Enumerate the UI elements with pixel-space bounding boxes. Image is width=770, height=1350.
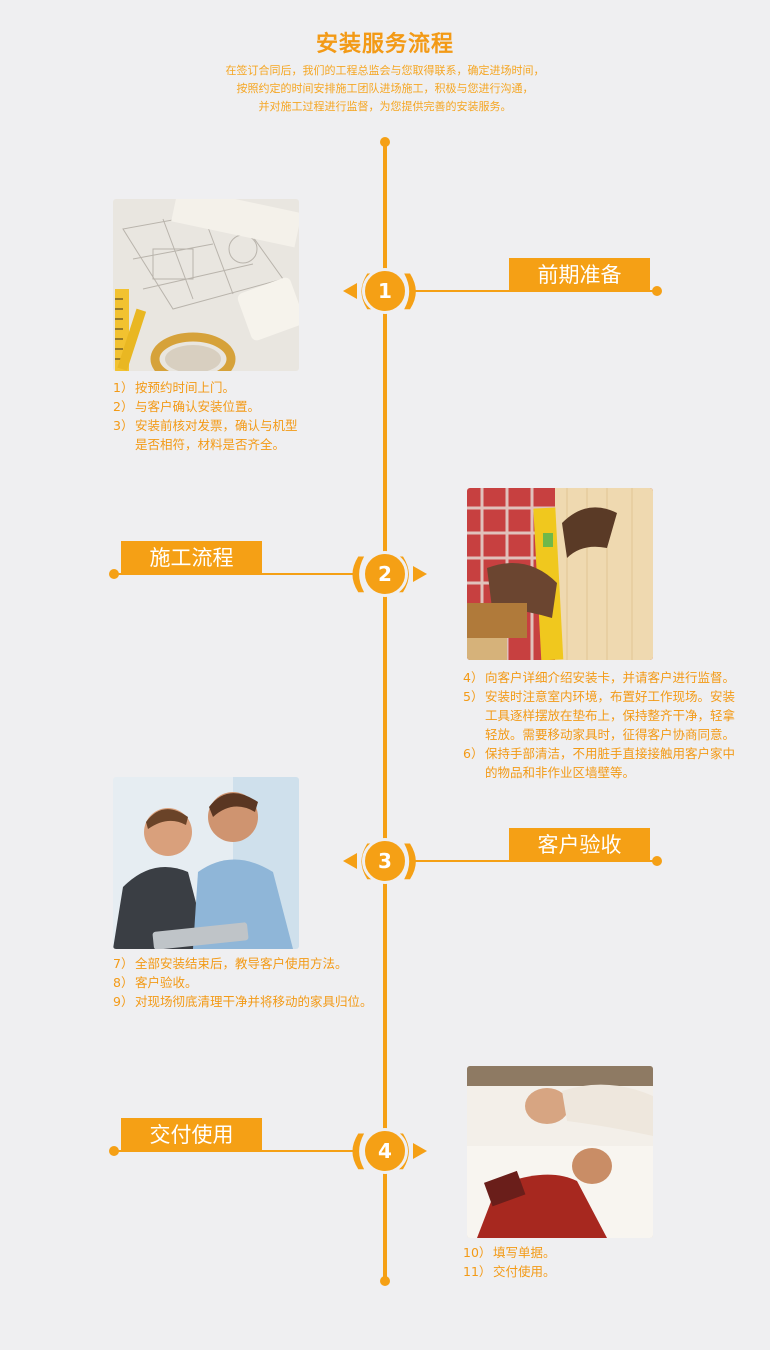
step-item: 9） 对现场彻底清理干净并将移动的家具归位。 [113,994,373,1009]
intro-line: 在签订合同后，我们的工程总监会与您取得联系，确定进场时间， [225,64,545,77]
connector-dot [652,286,662,296]
timeline-end-dot [380,1276,390,1286]
page-title: 安装服务流程 [315,32,454,57]
step-item: 1） 按预约时间上门。 [113,380,236,395]
intro-line: 并对施工过程进行监督，为您提供完善的安装服务。 [258,100,512,113]
step-item: 10） 填写单据。 [463,1245,556,1260]
left-arrow-icon [343,853,357,869]
step-number-badge: 2 [362,551,408,597]
step-item: 6） 保持手部清洁，不用脏手直接接触用客户家中 的物品和非作业区墙壁等。 [463,746,736,780]
connector-dot [652,856,662,866]
step-number-badge: 3 [362,838,408,884]
intro-line: 按照约定的时间安排施工团队进场施工，积极与您进行沟通， [236,82,534,95]
connector-line [114,573,358,575]
intro-text: 在签订合同后，我们的工程总监会与您取得联系，确定进场时间， 按照约定的时间安排施… [0,62,770,116]
step-item: 2） 与客户确认安装位置。 [113,399,261,414]
step-item: 8） 客户验收。 [113,975,198,990]
timeline-start-dot [380,137,390,147]
step-number-badge: 4 [362,1128,408,1174]
couple-relaxing-photo [467,1066,653,1238]
worker-gloves-photo [467,488,653,660]
step-item: 3） 安装前核对发票，确认与机型 是否相符，材料是否齐全。 [113,418,298,452]
stage-label: 客户验收 [509,828,650,862]
step-item: 7） 全部安装结束后，教导客户使用方法。 [113,956,348,971]
stage-label: 前期准备 [509,258,650,292]
stage-3-steps: 7） 全部安装结束后，教导客户使用方法。 8） 客户验收。 9） 对现场彻底清理干净并… [113,954,413,1011]
step-number-badge: 1 [362,268,408,314]
bracket-left: ( [349,1128,368,1174]
stage-label: 施工流程 [121,541,262,575]
connector-line [114,1150,358,1152]
blueprints-photo [113,199,299,371]
right-arrow-icon [413,1143,427,1159]
stage-1-steps: 1） 按预约时间上门。 2） 与客户确认安装位置。 3） 安装前核对发票，确认与机型 … [113,378,333,454]
customers-tablet-photo [113,777,299,949]
step-item: 11） 交付使用。 [463,1264,556,1279]
right-arrow-icon [413,566,427,582]
stage-label: 交付使用 [121,1118,262,1152]
stage-4-steps: 10） 填写单据。 11） 交付使用。 [463,1243,663,1281]
bracket-left: ( [349,551,368,597]
timeline-axis [383,141,387,1281]
left-arrow-icon [343,283,357,299]
step-item: 5） 安装时注意室内环境，布置好工作现场。安装 工具逐样摆放在垫布上，保持整齐干净… [463,689,736,742]
step-item: 4） 向客户详细介绍安装卡，并请客户进行监督。 [463,670,736,685]
stage-2-steps: 4） 向客户详细介绍安装卡，并请客户进行监督。 5） 安装时注意室内环境，布置好工作… [463,668,763,782]
